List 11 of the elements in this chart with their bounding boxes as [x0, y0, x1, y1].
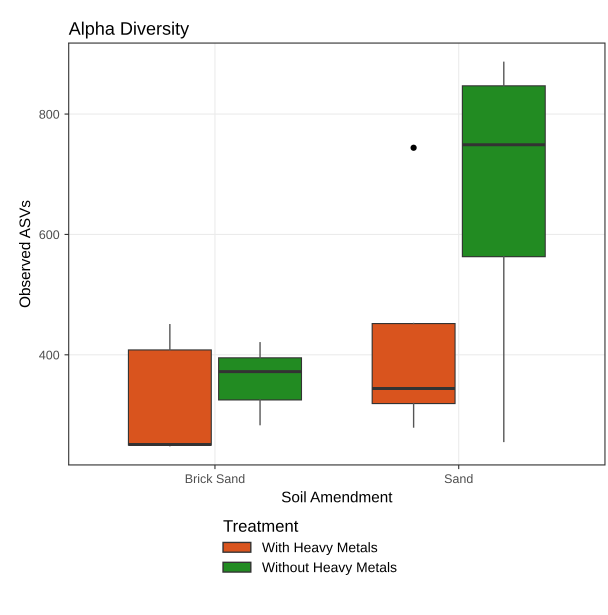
- x-tick-label: Sand: [444, 474, 472, 484]
- legend-label: Without Heavy Metals: [262, 562, 397, 575]
- y-tick-label: 400: [39, 350, 60, 360]
- legend-label: With Heavy Metals: [262, 542, 378, 556]
- y-tick-label: 600: [39, 230, 60, 240]
- chart-title: Alpha Diversity: [68, 22, 190, 38]
- y-tick-label: 800: [39, 110, 60, 119]
- legend-title: Treatment: [223, 520, 298, 532]
- x-axis-title: Soil Amendment: [282, 491, 392, 502]
- x-tick-label: Brick Sand: [186, 474, 244, 484]
- y-axis-title: Observed ASVs: [19, 200, 30, 308]
